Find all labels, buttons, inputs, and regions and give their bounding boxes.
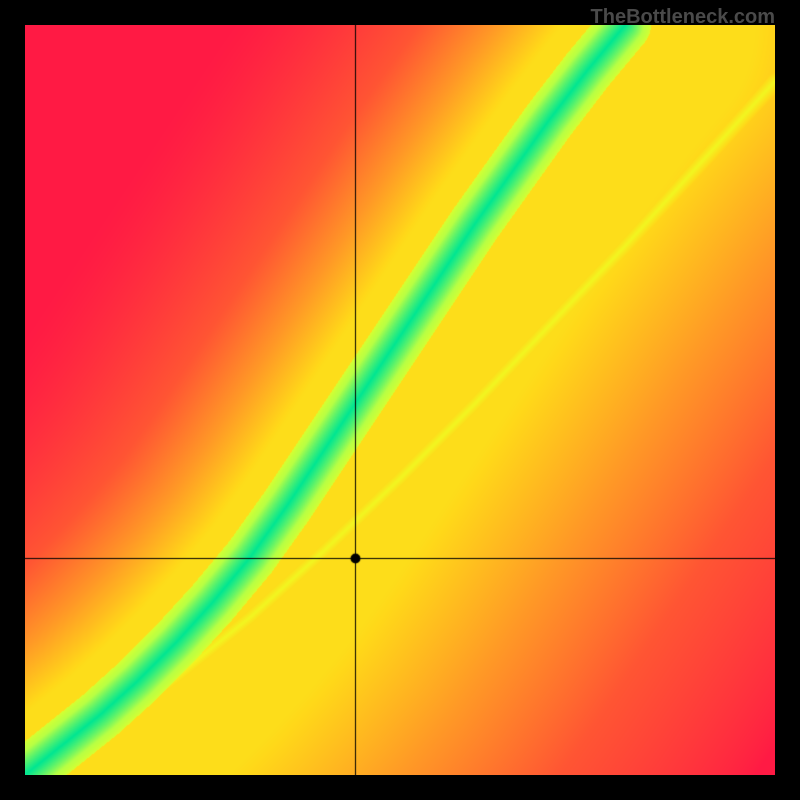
watermark-text: TheBottleneck.com (591, 6, 775, 29)
bottleneck-heatmap (25, 25, 775, 775)
